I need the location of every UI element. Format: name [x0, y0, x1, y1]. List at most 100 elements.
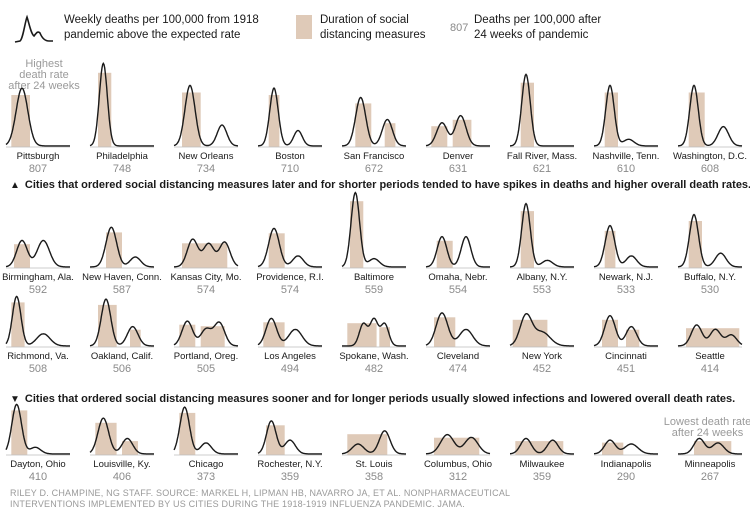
city-name: Philadelphia	[96, 151, 148, 162]
deaths-curve	[257, 317, 322, 347]
legend-number-label: Deaths per 100,000 after 24 weeks of pan…	[474, 14, 602, 41]
distancing-bar	[95, 422, 117, 455]
death-rate-value: 587	[113, 284, 131, 296]
city-name: Omaha, Nebr.	[428, 272, 487, 283]
city-name: Boston	[275, 151, 305, 162]
city-name: Oakland, Calif.	[91, 351, 153, 362]
panel-birmingham-ala: Birmingham, Ala.592	[2, 239, 74, 296]
deaths-curve	[258, 87, 322, 147]
death-rate-value: 267	[701, 471, 719, 483]
city-name: Denver	[443, 151, 474, 162]
deaths-curve	[677, 213, 742, 268]
distancing-bar	[452, 119, 472, 147]
distancing-bar	[130, 329, 141, 347]
panel-new-haven-conn: New Haven, Conn.587	[82, 226, 162, 296]
panel-albany-n-y: Albany, N.Y.553	[510, 202, 574, 296]
death-rate-value: 406	[113, 471, 131, 483]
deaths-curve	[677, 324, 743, 347]
distancing-bar	[604, 92, 618, 147]
distancing-bar	[431, 126, 448, 147]
source-credit: RILEY D. CHAMPINE, NG STAFF. SOURCE: MAR…	[10, 488, 511, 509]
deaths-curve	[678, 437, 742, 455]
city-name: San Francisco	[344, 151, 405, 162]
city-name: Chicago	[189, 459, 224, 470]
distancing-bar	[350, 201, 364, 268]
city-name: Louisville, Ky.	[93, 459, 150, 470]
death-rate-value: 710	[281, 163, 299, 175]
death-rate-value: 631	[449, 163, 467, 175]
death-rate-value: 559	[365, 284, 383, 296]
note-later: ▲ Cities that ordered social distancing m…	[10, 179, 750, 191]
distancing-bar	[520, 211, 534, 268]
legend-curve-icon	[14, 14, 53, 43]
distancing-bar	[179, 324, 196, 347]
city-name: New Orleans	[179, 151, 234, 162]
death-rate-value: 621	[533, 163, 551, 175]
distancing-bar	[686, 328, 740, 347]
distancing-bar	[347, 434, 388, 455]
city-name: Albany, N.Y.	[517, 272, 568, 283]
panel-portland-oreg: Portland, Oreg.505	[173, 320, 238, 375]
panel-louisville-ky: Louisville, Ky.406	[89, 417, 154, 483]
distancing-bar	[434, 437, 480, 455]
death-rate-value: 574	[197, 284, 215, 296]
city-name: Indianapolis	[601, 459, 652, 470]
distancing-bar	[379, 327, 390, 347]
distancing-bar	[106, 232, 122, 268]
distancing-bar	[268, 95, 280, 147]
panel-buffalo-n-y: Buffalo, N.Y.530	[677, 213, 742, 296]
death-rate-value: 312	[449, 471, 467, 483]
panel-nashville-tenn: Nashville, Tenn.610	[593, 84, 660, 175]
city-name: Los Angeles	[264, 351, 316, 362]
deaths-curve	[173, 84, 238, 147]
triangle-up-icon: ▲	[10, 180, 20, 191]
city-name: Kansas City, Mo.	[170, 272, 241, 283]
city-name: Fall River, Mass.	[507, 151, 577, 162]
panel-providence-r-i: Providence, R.I.574	[256, 227, 324, 296]
city-name: New York	[522, 351, 562, 362]
deaths-curve	[425, 114, 490, 147]
death-rate-value: 290	[617, 471, 635, 483]
deaths-curve	[5, 87, 70, 147]
deaths-curve	[173, 406, 238, 455]
deaths-curve	[510, 437, 574, 455]
legend-distancing-label: Duration of social distancing measures	[320, 14, 426, 41]
distancing-bar	[604, 230, 616, 268]
city-name: Nashville, Tenn.	[593, 151, 660, 162]
city-name: Seattle	[695, 351, 725, 362]
distancing-bar	[347, 323, 377, 347]
deaths-curve	[89, 62, 154, 147]
death-rate-value: 506	[113, 363, 131, 375]
note-sooner: ▼ Cities that ordered social distancing m…	[10, 393, 736, 405]
distancing-bar	[98, 304, 117, 347]
deaths-curve	[509, 312, 574, 347]
deaths-curve	[593, 224, 658, 268]
city-name: Columbus, Ohio	[424, 459, 492, 470]
death-rate-value: 533	[617, 284, 635, 296]
city-name: Birmingham, Ala.	[2, 272, 74, 283]
distancing-bar	[694, 441, 732, 455]
legend-number-example: 807	[450, 22, 469, 34]
deaths-curve	[341, 191, 406, 268]
city-name: Rochester, N.Y.	[257, 459, 322, 470]
death-rate-value: 734	[197, 163, 215, 175]
city-name: Milwaukee	[520, 459, 565, 470]
city-name: Baltimore	[354, 272, 394, 283]
deaths-curve	[257, 420, 322, 455]
deaths-curve	[257, 227, 322, 268]
distancing-bar	[602, 319, 618, 347]
city-name: St. Louis	[356, 459, 393, 470]
panel-kansas-city-mo: Kansas City, Mo.574	[170, 238, 242, 296]
city-name: Pittsburgh	[17, 151, 60, 162]
death-rate-value: 574	[281, 284, 299, 296]
panel-fall-river-mass: Fall River, Mass.621	[507, 73, 577, 175]
